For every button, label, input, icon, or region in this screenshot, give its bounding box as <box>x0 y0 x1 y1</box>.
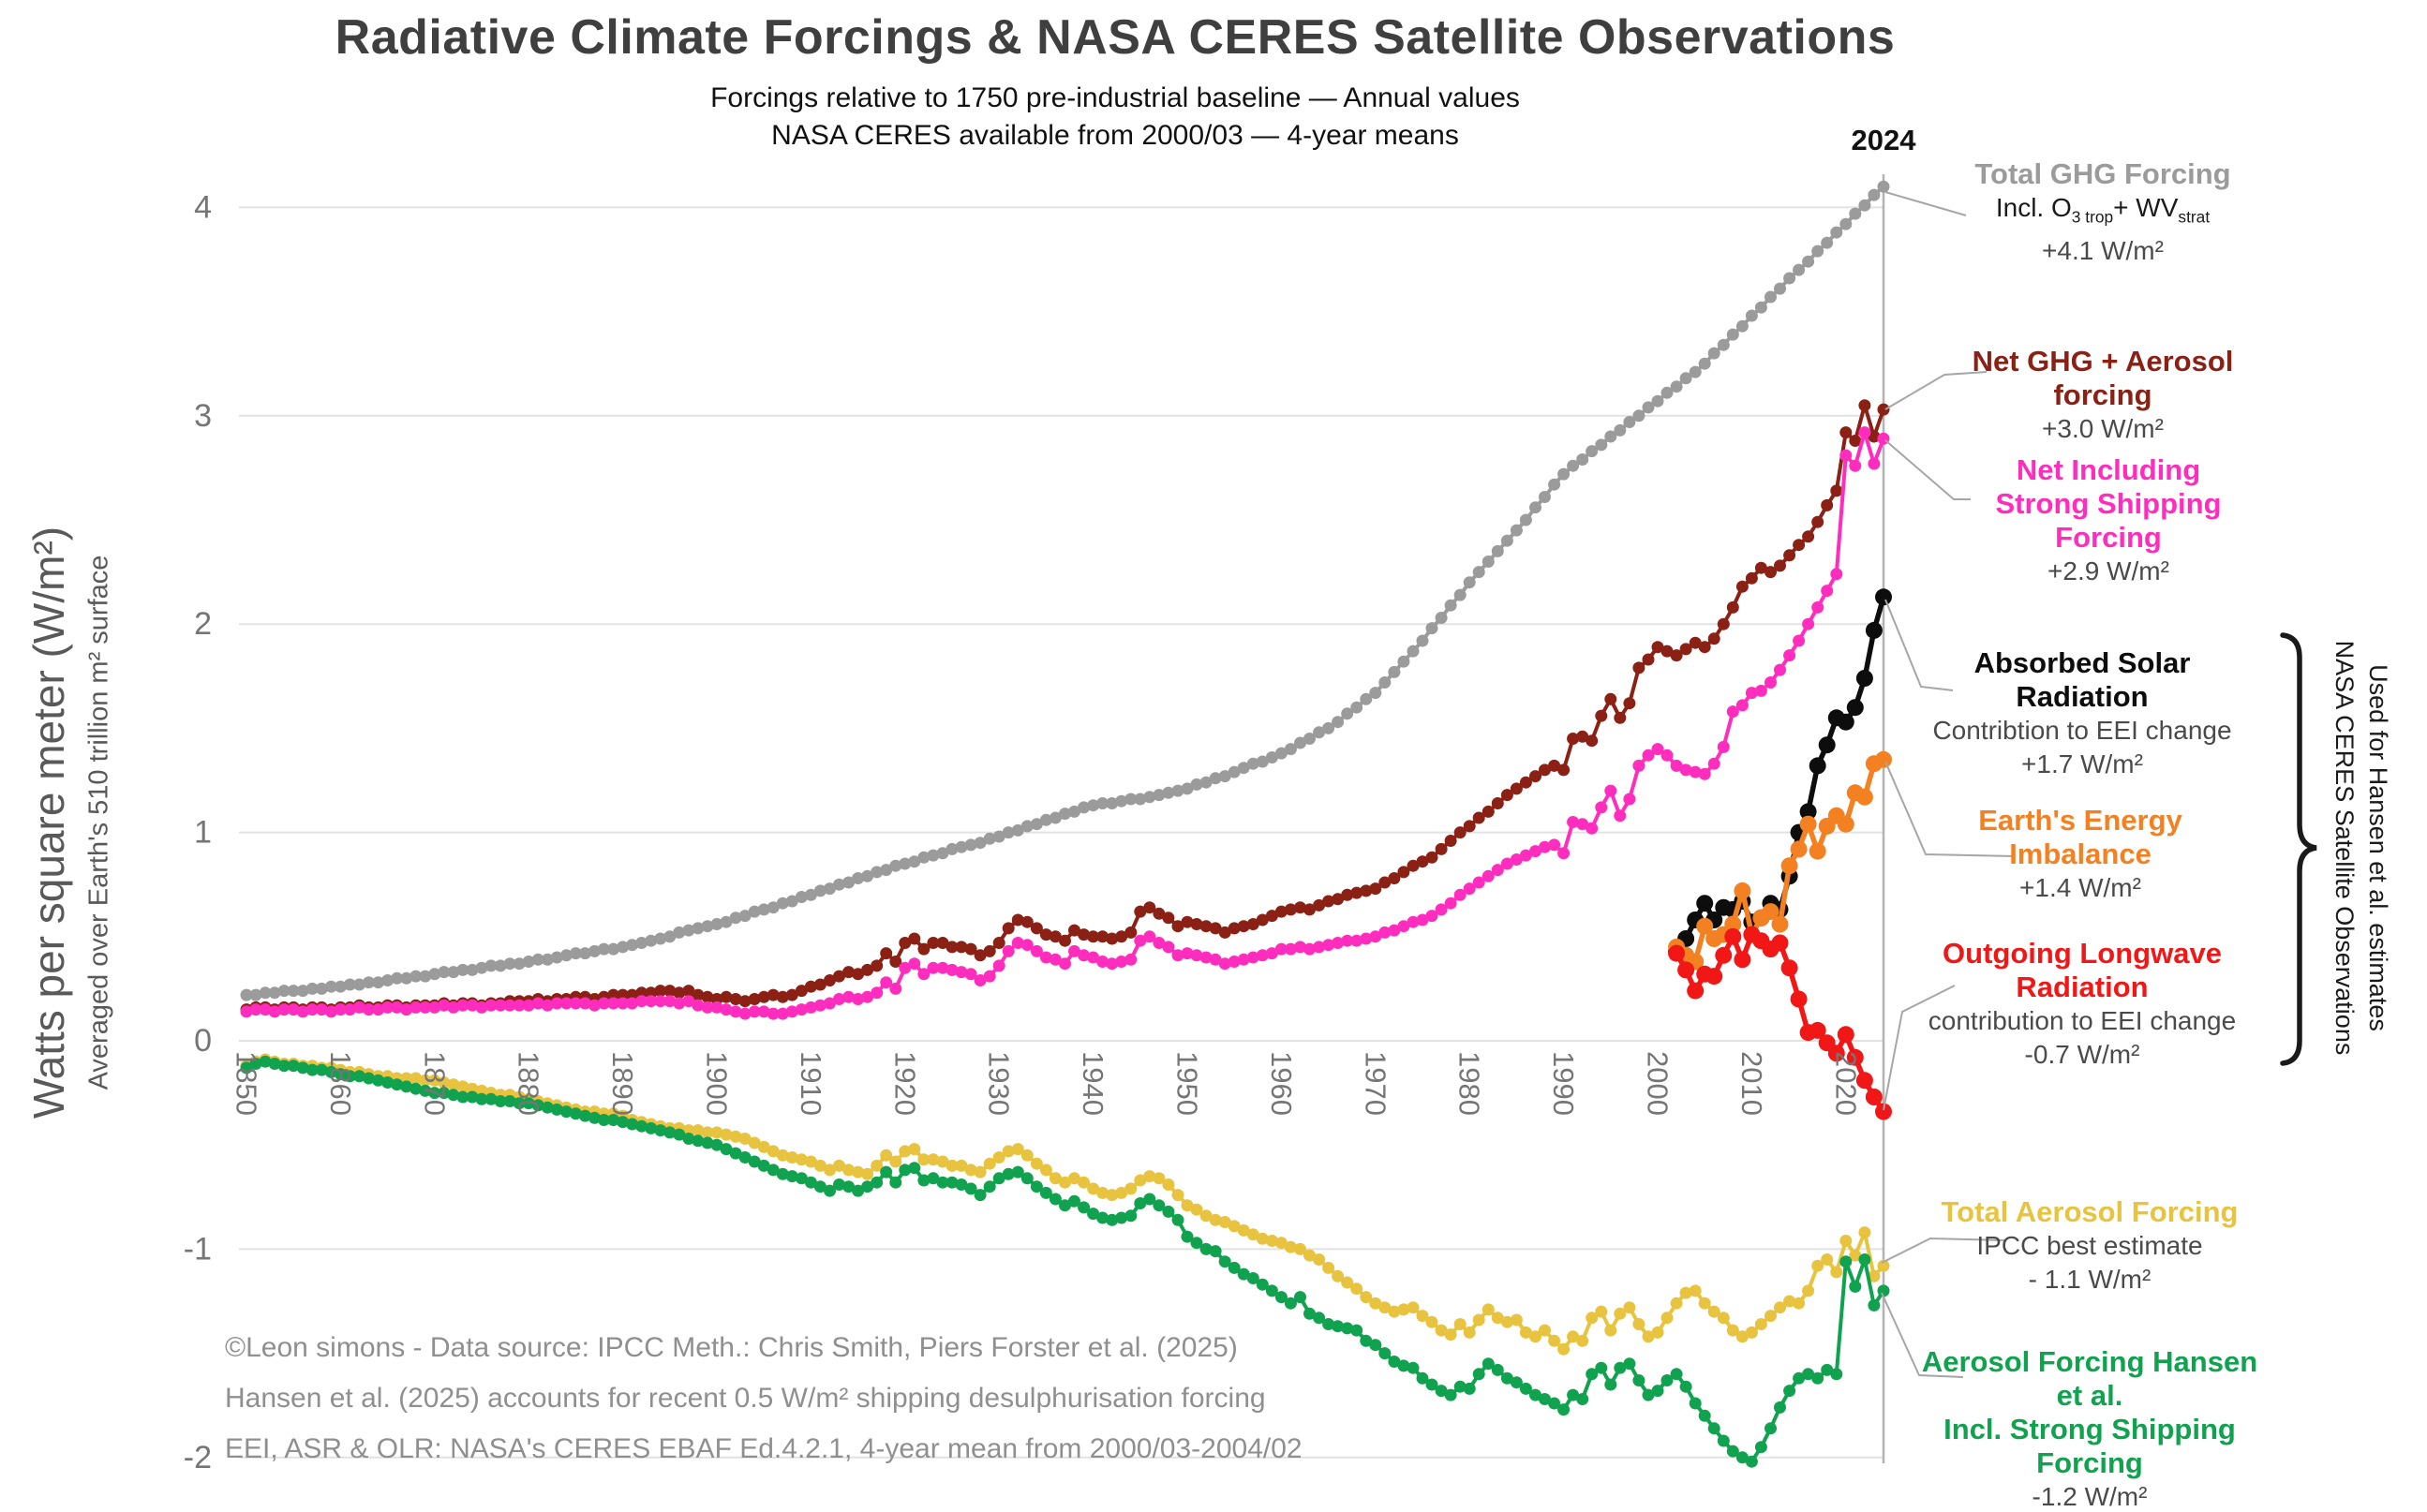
annotation-asr-name: Absorbed Solar Radiation <box>1973 646 2191 713</box>
footer-line1: ©Leon simons - Data source: IPCC Meth.: … <box>225 1332 1238 1363</box>
footer: ©Leon simons - Data source: IPCC Meth.: … <box>225 1323 1303 1475</box>
annotation-eei-value: +1.4 W/m² <box>2019 873 2141 902</box>
leader-net-ghg <box>1884 371 1988 410</box>
annotation-hansen-name2: Incl. Strong Shipping Forcing <box>1943 1413 2236 1479</box>
series-total-ghg-forcing <box>240 180 1890 1001</box>
leader-hansen <box>1881 1292 1964 1378</box>
annotation-net-shipping: Net Including Strong Shipping Forcing +2… <box>1949 453 2268 588</box>
series-aerosol-forcing-hansen-et-al-incl-strong-shipping-forcing <box>240 1055 1890 1468</box>
x-tick-2000: 2000 <box>1642 1051 1675 1116</box>
annotation-total-ghg-value: +4.1 W/m² <box>2042 235 2164 265</box>
annotation-eei: Earth's Energy Imbalance +1.4 W/m² <box>1978 804 2182 905</box>
annotation-hansen-value: -1.2 W/m² <box>2032 1482 2148 1511</box>
x-tick-1890: 1890 <box>606 1051 639 1116</box>
annotation-olr-sub: contribution to EEI change <box>1928 1006 2237 1035</box>
series-total-aerosol-forcing <box>240 1053 1890 1356</box>
x-tick-1930: 1930 <box>983 1051 1016 1116</box>
x-tick-1920: 1920 <box>888 1051 921 1116</box>
footer-line2: Hansen et al. (2025) accounts for recent… <box>225 1383 1266 1414</box>
x-tick-1860: 1860 <box>324 1051 357 1116</box>
axis-tick-labels: 4 3 2 1 0 -1 -2 1850 1860 1870 1880 1890 1900 1910 192… <box>184 189 1863 1475</box>
brace-label-line1: NASA CERES Satellite Observations <box>2330 641 2359 1056</box>
y-tick-3: 3 <box>194 398 212 434</box>
x-tick-1940: 1940 <box>1077 1051 1109 1116</box>
y-tick-0: 0 <box>194 1023 212 1059</box>
series-layer <box>240 180 1892 1468</box>
annotation-net-ghg: Net GHG + Aerosol forcing +3.0 W/m² <box>1941 345 2265 446</box>
annotation-total-ghg: Total GHG Forcing Incl. O3 trop+ WVstrat… <box>1974 157 2230 268</box>
y-tick-2: 2 <box>194 606 212 642</box>
annotation-net-shipping-name2: Strong Shipping Forcing <box>1995 487 2222 554</box>
annotation-net-ghg-value: +3.0 W/m² <box>2042 414 2164 443</box>
series-outgoing-longwave-radiation <box>1668 926 1892 1120</box>
annotation-total-ghg-name: Total GHG Forcing <box>1974 157 2231 190</box>
x-tick-1880: 1880 <box>513 1051 545 1116</box>
y-tick--2: -2 <box>184 1440 212 1475</box>
annotation-total-aerosol-value: - 1.1 W/m² <box>2028 1265 2152 1294</box>
y-axis-title: Watts per square meter (W/m²) <box>24 526 73 1119</box>
y-tick-4: 4 <box>194 189 212 225</box>
leader-total-ghg <box>1884 191 1967 216</box>
leader-olr <box>1883 985 1956 1111</box>
page-subtitle-2: NASA CERES available from 2000/03 — 4-ye… <box>771 120 1459 151</box>
annotation-asr-sub: Contribtion to EEI change <box>1932 716 2232 745</box>
page-title: Radiative Climate Forcings & NASA CERES … <box>335 10 1896 65</box>
x-tick-1960: 1960 <box>1265 1051 1298 1116</box>
annotation-asr: Absorbed Solar Radiation Contribtion to … <box>1910 646 2255 781</box>
y-tick--1: -1 <box>184 1231 212 1267</box>
footer-line3: EEI, ASR & OLR: NASA's CERES EBAF Ed.4.2… <box>225 1433 1303 1464</box>
gridlines <box>239 206 1884 1459</box>
x-tick-1950: 1950 <box>1171 1051 1204 1116</box>
x-tick-1900: 1900 <box>701 1051 734 1116</box>
x-tick-1870: 1870 <box>418 1051 451 1116</box>
label-2024: 2024 <box>1851 124 1916 156</box>
x-tick-1850: 1850 <box>231 1051 263 1116</box>
x-tick-1980: 1980 <box>1453 1051 1486 1116</box>
brace-label-line2: Used for Hansen et al. estimates <box>2364 664 2392 1031</box>
leader-total-aerosol <box>1881 1237 2006 1264</box>
x-tick-2020: 2020 <box>1829 1051 1862 1116</box>
annotation-asr-value: +1.7 W/m² <box>2021 749 2143 778</box>
y-tick-1: 1 <box>194 815 212 851</box>
leader-asr <box>1884 599 1954 691</box>
x-tick-1990: 1990 <box>1547 1051 1580 1116</box>
annotation-total-aerosol-sub: IPCC best estimate <box>1976 1231 2203 1260</box>
y-axis-subtitle: Averaged over Earth's 510 trillion m² su… <box>83 555 114 1090</box>
annotation-olr-value: -0.7 W/m² <box>2024 1040 2140 1069</box>
leader-eei <box>1884 761 2016 857</box>
annotation-net-ghg-name: Net GHG + Aerosol forcing <box>1972 345 2234 411</box>
annotation-olr: Outgoing Longwave Radiation contribution… <box>1910 937 2255 1072</box>
x-tick-1910: 1910 <box>795 1051 827 1116</box>
annotation-hansen: Aerosol Forcing Hansen et al. Incl. Stro… <box>1921 1345 2258 1512</box>
series-net-ghg-aerosol-forcing <box>240 399 1890 1016</box>
x-tick-2010: 2010 <box>1735 1051 1768 1116</box>
ceres-brace <box>2280 632 2317 1066</box>
leader-net-shipping <box>1884 439 1971 500</box>
annotation-net-shipping-value: +2.9 W/m² <box>2047 556 2169 586</box>
annotation-leader-lines <box>1881 191 2016 1378</box>
annotation-total-ghg-sub: Incl. O3 trop+ WVstrat <box>1995 193 2211 227</box>
annotation-hansen-name1: Aerosol Forcing Hansen et al. <box>1921 1345 2258 1412</box>
annotation-total-aerosol-name: Total Aerosol Forcing <box>1941 1195 2239 1228</box>
annotation-olr-name: Outgoing Longwave Radiation <box>1943 937 2222 1003</box>
annotation-eei-name2: Imbalance <box>2009 838 2152 870</box>
annotation-total-aerosol: Total Aerosol Forcing IPCC best estimate… <box>1942 1195 2239 1297</box>
x-tick-1970: 1970 <box>1359 1051 1392 1116</box>
annotation-eei-name1: Earth's Energy <box>1978 804 2182 837</box>
annotation-net-shipping-name1: Net Including <box>2016 453 2201 486</box>
page-subtitle-1: Forcings relative to 1750 pre-industrial… <box>710 82 1520 113</box>
series-net-including-strong-shipping-forcing <box>240 426 1890 1020</box>
